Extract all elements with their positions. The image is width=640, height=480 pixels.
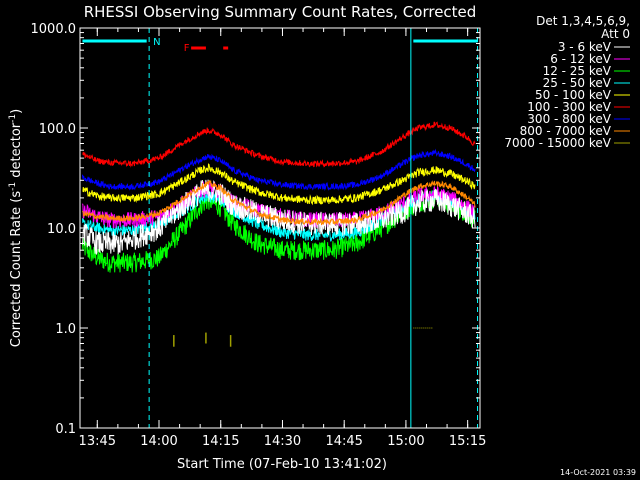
legend-entry-8: 7000 - 15000 keV — [504, 136, 611, 150]
y-axis-label: Corrected Count Rate (s-1 detector-1) — [8, 109, 24, 347]
flare-flag-label: F — [184, 43, 190, 54]
x-tick-label-5: 15:00 — [387, 434, 424, 449]
y-tick-label-4: 1000.0 — [31, 22, 77, 37]
series-line-0 — [82, 179, 476, 255]
legend-entry-5: 100 - 300 keV — [527, 100, 611, 114]
x-tick-label-2: 14:15 — [202, 434, 239, 449]
x-axis: 13:45 14:00 14:15 14:30 14:45 15:00 15:15 — [79, 28, 486, 449]
x-tick-label-0: 13:45 — [79, 434, 116, 449]
y-tick-label-3: 100.0 — [39, 122, 76, 137]
legend-entry-0: 3 - 6 keV — [558, 40, 612, 54]
legend-entry-6: 300 - 800 keV — [527, 112, 611, 126]
y-tick-label-2: 10.0 — [47, 222, 76, 237]
legend-entry-4: 50 - 100 keV — [535, 88, 612, 102]
series-line-6 — [82, 148, 476, 192]
legend-entry-1: 6 - 12 keV — [550, 52, 612, 66]
y-tick-label-1: 1.0 — [55, 322, 76, 337]
series-line-7 — [82, 179, 476, 226]
y-tick-label-0: 0.1 — [55, 422, 76, 437]
x-tick-label-6: 15:15 — [449, 434, 486, 449]
x-tick-label-4: 14:45 — [325, 434, 362, 449]
night-flag-label: N — [153, 37, 160, 48]
chart-title: RHESSI Observing Summary Count Rates, Co… — [84, 3, 477, 21]
series-line-5 — [82, 121, 476, 168]
legend-entry-7: 800 - 7000 keV — [520, 124, 612, 138]
series-line-1 — [82, 181, 476, 229]
y-axis: 0.1 1.0 10.0 100.0 1000.0 — [31, 22, 480, 437]
legend-header-line-1: Det 1,3,4,5,6,9, — [536, 14, 630, 28]
x-tick-label-1: 14:00 — [140, 434, 177, 449]
legend-entry-2: 12 - 25 keV — [543, 64, 612, 78]
render-timestamp: 14-Oct-2021 03:39 — [560, 468, 636, 477]
legend-header-line-2: Att 0 — [601, 27, 630, 41]
series-line-4 — [82, 163, 476, 206]
x-tick-label-3: 14:30 — [264, 434, 301, 449]
legend-entry-3: 25 - 50 keV — [543, 76, 612, 90]
x-axis-label: Start Time (07-Feb-10 13:41:02) — [177, 457, 387, 472]
